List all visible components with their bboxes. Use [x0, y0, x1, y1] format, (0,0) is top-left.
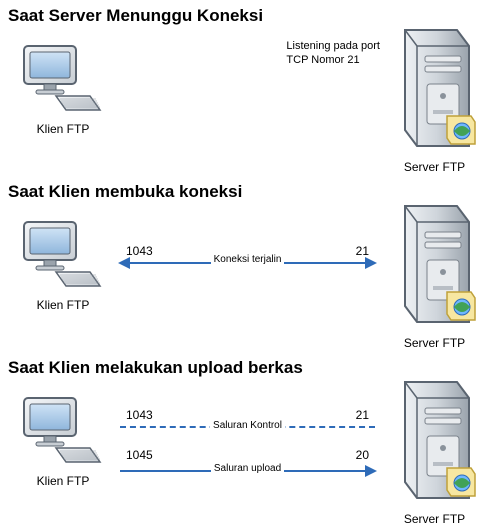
client-label: Klien FTP — [18, 474, 108, 488]
server-tower: Server FTP — [387, 204, 482, 350]
server-tower: Server FTP — [387, 380, 482, 526]
port-left: 1043 — [126, 244, 153, 258]
server-tower: Server FTP — [387, 28, 482, 174]
listening-text: Listening pada portTCP Nomor 21 — [286, 40, 380, 68]
client-pc: Klien FTP — [18, 44, 108, 136]
arrow-label: Saluran upload — [211, 463, 284, 474]
section-title: Saat Server Menunggu Koneksi — [0, 0, 500, 26]
client-label: Klien FTP — [18, 298, 108, 312]
port-left: 1043 — [126, 408, 153, 422]
arrow-label: Koneksi terjalin — [211, 254, 285, 265]
client-pc: Klien FTP — [18, 220, 108, 312]
arrow-label: Saluran Kontrol — [210, 420, 285, 431]
port-right: 21 — [356, 244, 369, 258]
client-label: Klien FTP — [18, 122, 108, 136]
client-pc: Klien FTP — [18, 396, 108, 488]
server-label: Server FTP — [387, 336, 482, 350]
port-right: 21 — [356, 408, 369, 422]
port-right: 20 — [356, 448, 369, 462]
server-label: Server FTP — [387, 160, 482, 174]
section-title: Saat Klien membuka koneksi — [0, 176, 500, 202]
section-title: Saat Klien melakukan upload berkas — [0, 352, 500, 378]
port-left: 1045 — [126, 448, 153, 462]
